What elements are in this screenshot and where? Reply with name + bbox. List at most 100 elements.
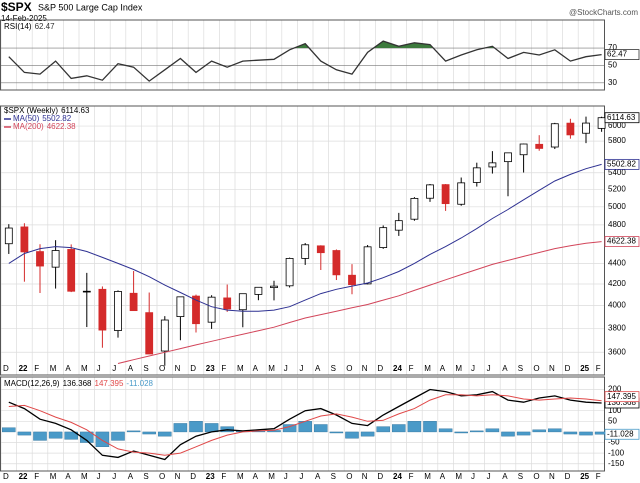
histogram-bar: [563, 431, 578, 435]
x-tick-label: A: [65, 472, 71, 481]
value-box-label: 62.47: [607, 50, 628, 59]
x-tick-label: J: [112, 472, 116, 481]
histogram-bar: [17, 431, 32, 436]
x-tick-label: 25: [580, 364, 589, 373]
security-name: S&P 500 Large Cap Index: [38, 2, 143, 12]
histogram-bar: [329, 431, 344, 434]
x-tick-label: J: [284, 472, 288, 481]
value-box-label: 4622.38: [607, 237, 636, 246]
x-tick-label: A: [253, 364, 259, 373]
candle-body: [36, 251, 44, 267]
candle-body: [160, 319, 169, 352]
histogram-bar: [438, 428, 453, 433]
candle-body: [519, 143, 528, 156]
date: 14-Feb-2025: [1, 14, 47, 23]
legend: RSI(14) 62.47: [4, 22, 55, 31]
candle-body: [535, 143, 544, 149]
x-tick-label: J: [112, 364, 116, 373]
histogram-bar: [189, 421, 203, 433]
candle-body: [348, 274, 356, 286]
candle-body: [207, 296, 216, 323]
x-tick-label: A: [315, 472, 321, 481]
source: @StockCharts.com: [569, 8, 638, 17]
candle-body: [582, 122, 590, 134]
y-tick-label: 4400: [608, 259, 626, 268]
x-tick-label: M: [237, 472, 244, 481]
y-tick-label: 6000: [608, 121, 626, 130]
x-tick-label: F: [409, 364, 414, 373]
legend-name: MA(50): [13, 114, 40, 123]
histogram-bar: [392, 424, 406, 433]
histogram-bar: [95, 431, 110, 447]
histogram-bar: [532, 429, 546, 433]
x-tick-label: N: [362, 364, 368, 373]
histogram-bar: [516, 431, 531, 436]
histogram-bar: [579, 431, 593, 436]
x-tick-label: O: [533, 472, 539, 481]
x-tick-label: J: [299, 472, 303, 481]
x-tick-label: F: [34, 472, 39, 481]
histogram-bar: [64, 431, 78, 440]
x-tick-label: D: [190, 472, 196, 481]
x-tick-label: F: [221, 364, 226, 373]
y-tick-label: 5000: [608, 202, 626, 211]
legend: $SPX (Weekly) 6114.63: [4, 106, 90, 115]
x-tick-label: A: [253, 472, 259, 481]
histogram-bar: [345, 431, 359, 439]
legend: MA(50) 5502.82: [13, 114, 72, 123]
x-tick-label: A: [440, 364, 446, 373]
histogram-bar: [423, 421, 437, 433]
x-tick-label: A: [502, 364, 508, 373]
y-tick-label: -50: [608, 438, 620, 447]
y-tick-label: 4800: [608, 220, 626, 229]
candle-body: [4, 227, 13, 245]
value-box-label: -11.028: [607, 429, 634, 438]
x-tick-label: M: [455, 472, 462, 481]
candle-body: [285, 258, 294, 287]
candle-body: [145, 312, 154, 355]
candle-body: [566, 122, 575, 136]
x-tick-label: S: [143, 472, 148, 481]
y-tick-label: 5200: [608, 185, 626, 194]
histogram-bar: [360, 431, 375, 437]
histogram-bar: [142, 431, 156, 435]
x-tick-label: N: [175, 472, 181, 481]
value-box: [604, 49, 640, 60]
value-box: [604, 428, 640, 440]
x-tick-label: S: [143, 364, 148, 373]
x-tick-label: S: [331, 364, 336, 373]
legend: MA(200) 4622.38: [13, 122, 76, 131]
histogram-bar: [48, 431, 63, 439]
panel-frame: [0, 376, 605, 472]
x-tick-label: M: [455, 364, 462, 373]
x-tick-label: 24: [393, 364, 402, 373]
x-tick-label: 25: [580, 472, 589, 481]
histogram-bar: [158, 431, 172, 437]
x-tick-label: M: [268, 472, 275, 481]
x-tick-label: D: [377, 472, 383, 481]
x-tick-label: N: [362, 472, 368, 481]
x-tick-label: 22: [19, 472, 28, 481]
x-tick-label: A: [502, 472, 508, 481]
y-tick-label: 30: [608, 78, 617, 87]
x-tick-label: J: [97, 472, 101, 481]
legend-value: 5502.82: [42, 114, 71, 123]
y-tick-label: 4200: [608, 279, 626, 288]
candle-body: [472, 167, 481, 183]
x-tick-label: O: [533, 364, 539, 373]
x-tick-label: O: [346, 472, 352, 481]
x-tick-label: 23: [206, 472, 215, 481]
histogram-bar: [126, 430, 141, 433]
candle-body: [379, 227, 388, 248]
x-tick-label: M: [268, 364, 275, 373]
candle-body: [597, 117, 606, 129]
legend-name: RSI(14): [4, 22, 32, 31]
candle-body: [67, 249, 76, 292]
x-tick-label: M: [50, 364, 57, 373]
x-tick-label: A: [440, 472, 446, 481]
x-tick-label: J: [487, 472, 491, 481]
x-tick-label: D: [3, 472, 9, 481]
symbol: $SPX: [1, 0, 32, 14]
histogram-bar: [80, 431, 94, 443]
legend-value: 136.368: [63, 379, 92, 388]
